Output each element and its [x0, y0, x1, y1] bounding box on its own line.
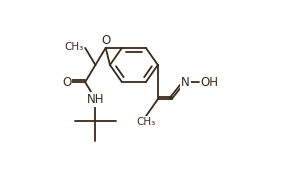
- Text: O: O: [101, 34, 110, 47]
- Text: OH: OH: [201, 76, 219, 89]
- Text: CH₃: CH₃: [64, 42, 83, 52]
- Text: O: O: [62, 76, 72, 89]
- Text: NH: NH: [87, 93, 104, 106]
- Text: N: N: [181, 76, 190, 89]
- Text: CH₃: CH₃: [136, 117, 156, 127]
